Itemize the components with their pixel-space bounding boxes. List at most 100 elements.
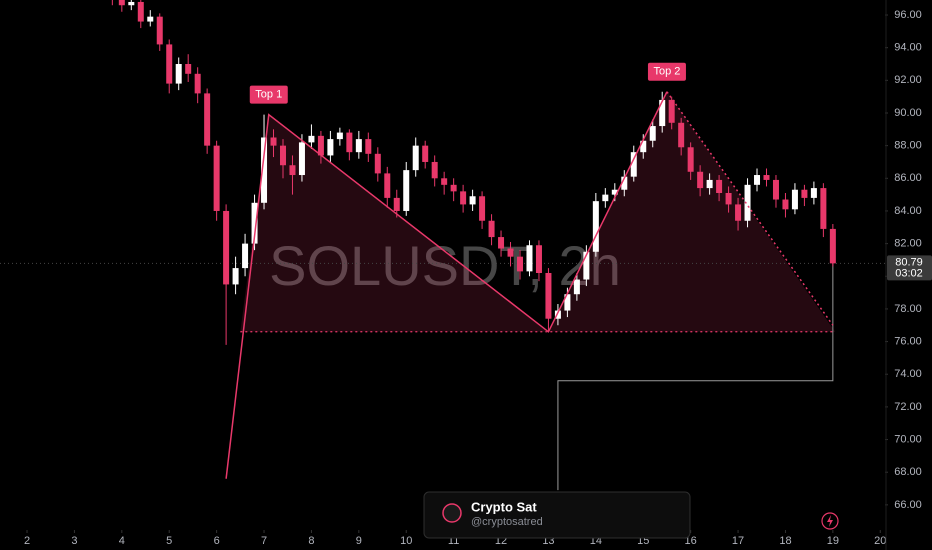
candle-body [156, 16, 163, 45]
candle-body [735, 204, 742, 221]
x-tick-label: 19 [827, 535, 839, 547]
x-tick-label: 8 [308, 535, 314, 547]
candle-body [782, 199, 789, 210]
x-tick-label: 20 [874, 535, 886, 547]
y-tick-label: 82.00 [894, 238, 922, 250]
candle-body [441, 178, 448, 185]
pattern-line [225, 91, 668, 479]
candle-body [393, 197, 400, 211]
x-tick-label: 10 [400, 535, 412, 547]
x-tick-label: 11 [448, 535, 459, 547]
candle-body [545, 273, 552, 319]
candle-body [327, 139, 334, 156]
candle-body [223, 210, 230, 285]
x-tick-label: 18 [779, 535, 791, 547]
candle-body [517, 256, 524, 272]
candle-body [754, 175, 761, 185]
y-tick-label: 68.00 [894, 466, 922, 478]
candle-body [365, 139, 372, 154]
watermark: SOLUSDT, 2h [269, 234, 621, 297]
candle-body [346, 132, 353, 153]
candle-body [573, 279, 580, 295]
candle-body [317, 135, 324, 156]
candle-body [336, 132, 343, 140]
candle-body [564, 294, 571, 311]
y-tick-label: 66.00 [894, 499, 922, 511]
candle-body [716, 179, 723, 193]
candle-body [725, 192, 732, 205]
candle-body [611, 189, 618, 195]
y-tick-label: 72.00 [894, 401, 922, 413]
x-tick-label: 4 [119, 535, 125, 547]
candle-body [479, 196, 486, 221]
x-tick-label: 17 [732, 535, 744, 547]
candle-body [460, 191, 467, 205]
top-1-area [240, 114, 549, 332]
candle-body [592, 201, 599, 252]
y-tick-label: 78.00 [894, 303, 922, 315]
candle-body [583, 251, 590, 280]
candle-body [630, 152, 637, 177]
candle-body [820, 188, 827, 229]
candle-body [147, 16, 154, 22]
candle-body [166, 44, 173, 84]
candle-body [251, 202, 258, 244]
x-tick-label: 6 [214, 535, 220, 547]
candle-body [763, 175, 770, 180]
candle-body [128, 1, 135, 6]
candle-body [640, 140, 647, 153]
candle-body [194, 73, 201, 94]
y-tick-label: 94.00 [894, 42, 922, 54]
candle-body [261, 137, 268, 203]
candle-body [744, 184, 751, 221]
candle-body [298, 142, 305, 176]
candle-body [175, 64, 182, 84]
candle-body [507, 248, 514, 257]
y-tick-label: 70.00 [894, 433, 922, 445]
candle-body [649, 126, 656, 141]
annotation-label: Top 2 [653, 66, 680, 78]
author-logo [442, 503, 462, 523]
candle-body [308, 135, 315, 143]
candle-body [535, 245, 542, 274]
x-tick-label: 5 [166, 535, 172, 547]
candle-body [185, 64, 192, 74]
target-line [557, 263, 834, 491]
countdown: 03:02 [895, 267, 923, 279]
y-tick-label: 76.00 [894, 335, 922, 347]
author-name: Crypto Sat [471, 499, 537, 514]
candle-body [488, 220, 495, 238]
candle-body [204, 93, 211, 146]
candle-body [697, 171, 704, 189]
candle-body [270, 137, 277, 146]
x-tick-label: 2 [24, 535, 30, 547]
x-tick-label: 9 [356, 535, 362, 547]
y-tick-label: 84.00 [894, 205, 922, 217]
flash-button [821, 512, 839, 530]
candle-body [137, 1, 144, 22]
candle-body [232, 268, 239, 285]
candle-body [810, 188, 817, 198]
candle-body [668, 99, 675, 123]
candle-body [772, 179, 779, 200]
candle-body [213, 145, 220, 211]
candle-body [829, 228, 836, 264]
annotation-box [249, 85, 288, 104]
candle-body [422, 145, 429, 162]
y-tick-label: 86.00 [894, 172, 922, 184]
candle-body [554, 310, 561, 319]
y-tick-label: 92.00 [894, 74, 922, 86]
candle-body [678, 122, 685, 148]
candle-body [242, 243, 249, 269]
candle-body [384, 173, 391, 198]
candle-body [791, 189, 798, 210]
y-tick-label: 88.00 [894, 140, 922, 152]
candle-body [621, 176, 628, 190]
candle-body [469, 196, 476, 205]
top-2-area [548, 91, 836, 332]
candle-body [526, 245, 533, 272]
price-label: 80.79 [895, 256, 923, 268]
x-tick-label: 16 [685, 535, 697, 547]
candle-body [498, 237, 505, 249]
